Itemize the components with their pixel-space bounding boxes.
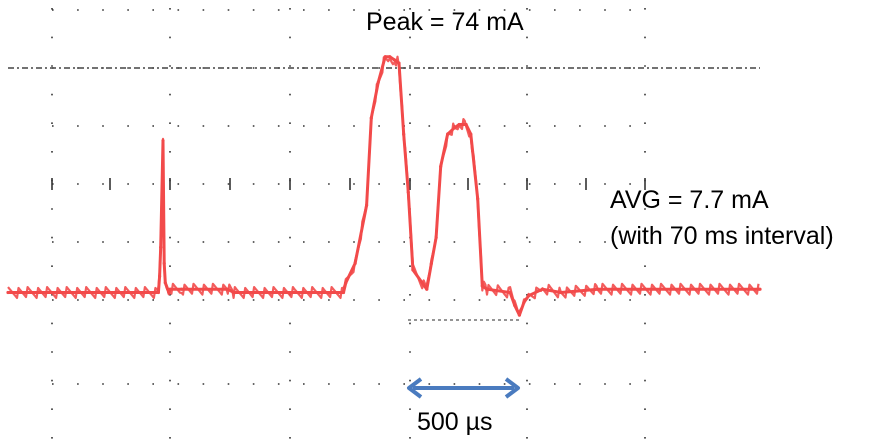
data-point: [758, 287, 762, 291]
data-point: [406, 190, 410, 194]
average-annotation: AVG = 7.7 mA: [610, 186, 769, 214]
grid: [51, 8, 646, 440]
data-point: [392, 58, 396, 62]
data-point: [540, 287, 545, 291]
data-point: [480, 284, 484, 288]
duration-label: 500 µs: [417, 408, 493, 436]
data-point: [446, 132, 450, 136]
data-point: [453, 126, 457, 130]
data-point: [397, 61, 401, 65]
data-point: [411, 268, 415, 272]
duration-arrow: [407, 377, 520, 399]
data-point: [156, 290, 160, 295]
duration-arrow-left-head: [407, 377, 423, 399]
data-point: [158, 274, 162, 278]
data-point: [508, 290, 512, 295]
data-point: [434, 236, 438, 240]
data-point: [527, 294, 531, 298]
data-point: [402, 132, 406, 136]
data-point: [513, 303, 517, 307]
data-point: [344, 281, 348, 285]
data-point: [388, 55, 392, 59]
data-point: [596, 287, 600, 291]
data-point: [522, 300, 526, 304]
data-point: [425, 287, 429, 291]
trace-noise: [7, 55, 760, 313]
data-point: [369, 116, 373, 120]
data-point: [162, 261, 166, 265]
data-point: [166, 287, 170, 291]
data-point: [559, 290, 563, 295]
data-point: [163, 281, 167, 285]
data-point: [457, 122, 461, 127]
data-point: [429, 261, 433, 265]
data-point: [517, 313, 522, 317]
data-point: [341, 290, 346, 295]
data-point: [6, 290, 10, 295]
data-point: [167, 290, 171, 295]
data-point: [179, 287, 184, 291]
data-point: [464, 122, 468, 127]
data-point: [233, 290, 237, 295]
current-trace: [6, 55, 762, 317]
data-point: [168, 287, 172, 291]
data-point: [365, 203, 369, 207]
data-point: [161, 139, 165, 143]
data-point: [226, 287, 230, 291]
data-point: [376, 80, 380, 85]
interval-annotation: (with 70 ms interval): [610, 222, 834, 250]
data-point: [439, 164, 443, 169]
data-point: [353, 261, 357, 265]
data-point: [469, 132, 473, 136]
data-point: [383, 55, 387, 59]
data-point: [485, 287, 489, 291]
peak-annotation: Peak = 74 mA: [366, 8, 524, 36]
reference-lines: [8, 67, 760, 321]
data-point: [159, 245, 163, 249]
duration-arrow-right-head: [504, 377, 520, 399]
data-point: [476, 197, 480, 201]
